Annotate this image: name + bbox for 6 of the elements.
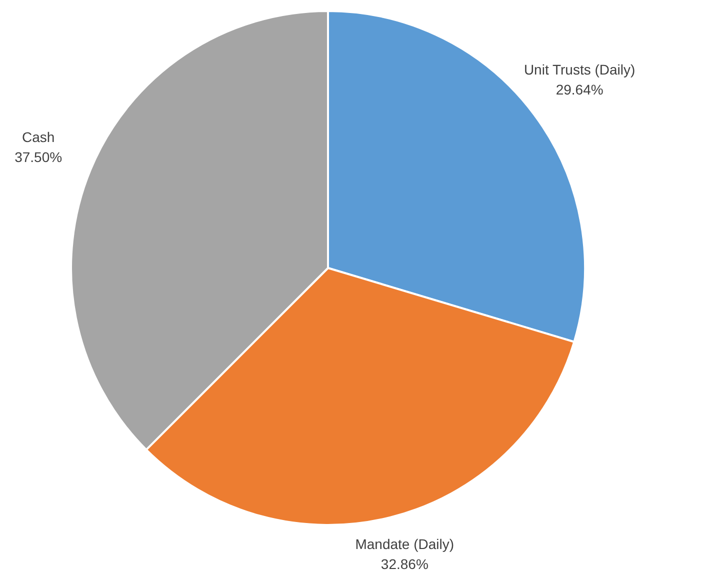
data-label: 29.64% (556, 82, 604, 98)
slice-label: Mandate (Daily) (355, 536, 454, 552)
slice-label: Unit Trusts (Daily) (524, 62, 636, 78)
data-label: 37.50% (14, 148, 62, 165)
slice-label: Cash (22, 128, 55, 145)
data-label: 32.86% (380, 556, 428, 572)
